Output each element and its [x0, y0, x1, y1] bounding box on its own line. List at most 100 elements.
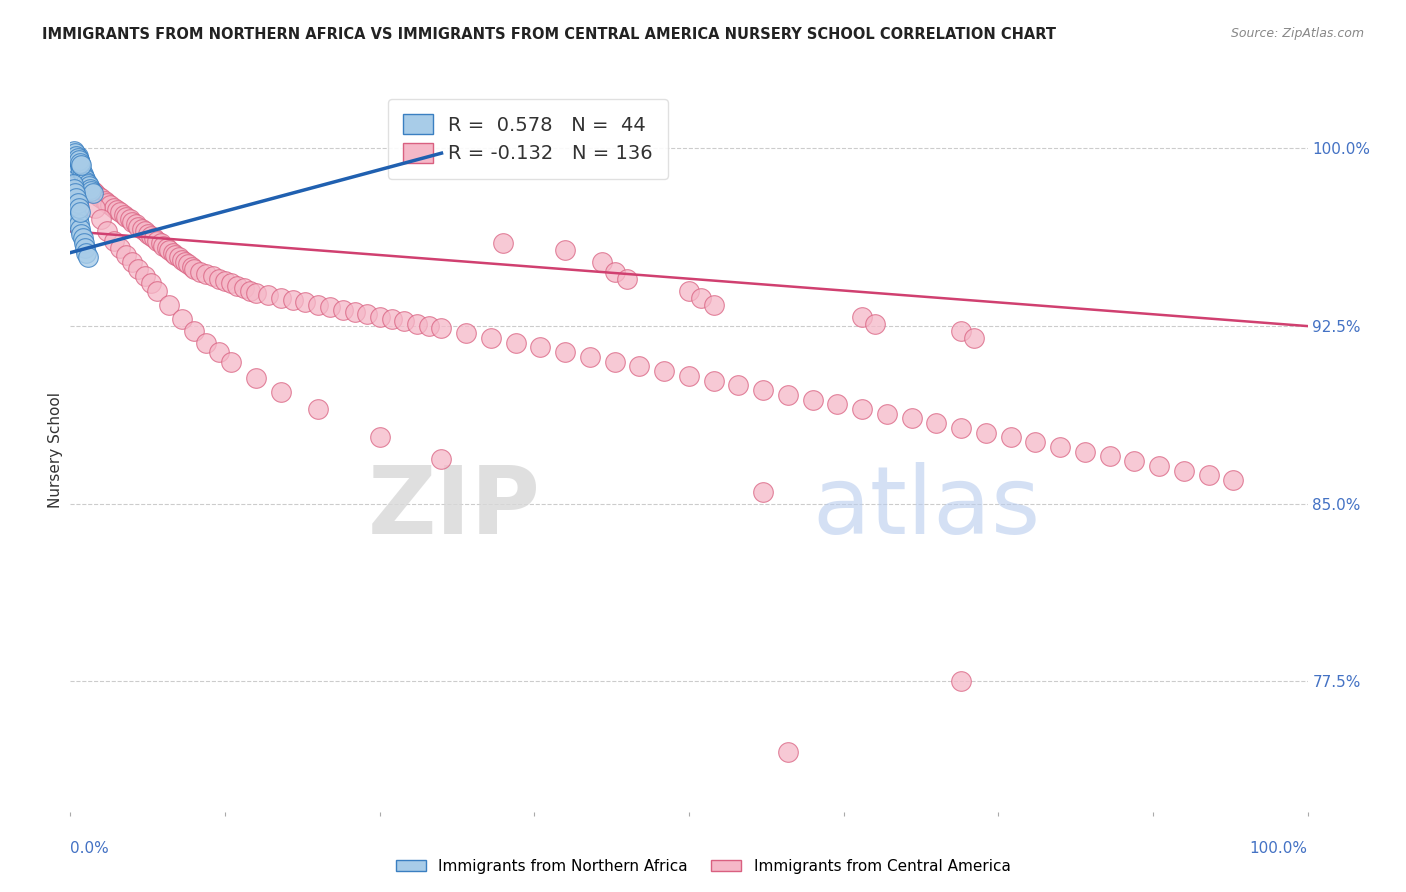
Point [1147, 458, 1170, 473]
Point [183, 324, 205, 338]
Point [776, 388, 799, 402]
Legend: R =  0.578   N =  44, R = -0.132   N = 136: R = 0.578 N = 44, R = -0.132 N = 136 [388, 99, 668, 179]
Point [368, 310, 391, 324]
Point [703, 374, 725, 388]
Point [214, 274, 236, 288]
Point [143, 231, 166, 245]
Point [65, 202, 87, 217]
Point [167, 251, 190, 265]
Point [678, 368, 700, 383]
Point [121, 255, 143, 269]
Point [603, 264, 626, 278]
Point [82, 184, 104, 198]
Point [84, 201, 107, 215]
Point [628, 359, 651, 374]
Point [80, 184, 103, 198]
Point [139, 277, 162, 291]
Point [703, 298, 725, 312]
Point [90, 212, 112, 227]
Point [180, 260, 202, 274]
Point [1098, 450, 1121, 464]
Point [75, 241, 97, 255]
Point [156, 241, 179, 255]
Point [146, 284, 169, 298]
Point [66, 212, 89, 227]
Point [827, 397, 849, 411]
Point [62, 165, 84, 179]
Point [974, 425, 997, 440]
Point [79, 182, 101, 196]
Point [479, 331, 502, 345]
Point [69, 158, 91, 172]
Point [63, 182, 86, 196]
Point [90, 191, 112, 205]
Point [65, 148, 87, 162]
Point [307, 402, 329, 417]
Point [76, 177, 98, 191]
Point [1173, 464, 1195, 478]
Point [70, 227, 93, 241]
Point [430, 451, 453, 466]
Point [579, 350, 602, 364]
Point [219, 354, 242, 368]
Point [65, 151, 87, 165]
Point [75, 175, 97, 189]
Point [1049, 440, 1071, 454]
Point [188, 264, 211, 278]
Point [65, 155, 87, 169]
Point [115, 210, 138, 224]
Point [108, 205, 131, 219]
Point [118, 212, 141, 227]
Point [405, 317, 427, 331]
Point [127, 262, 149, 277]
Point [554, 345, 576, 359]
Point [96, 195, 118, 210]
Point [950, 324, 973, 338]
Point [1074, 444, 1097, 458]
Point [70, 162, 93, 177]
Point [219, 277, 242, 291]
Point [1222, 473, 1244, 487]
Point [170, 252, 193, 267]
Point [76, 251, 98, 265]
Point [505, 335, 527, 350]
Point [69, 222, 91, 236]
Point [152, 238, 174, 252]
Point [591, 255, 613, 269]
Point [77, 182, 100, 196]
Point [134, 224, 156, 238]
Text: 100.0%: 100.0% [1250, 840, 1308, 855]
Point [652, 364, 675, 378]
Point [616, 271, 638, 285]
Text: atlas: atlas [813, 462, 1040, 554]
Point [115, 248, 138, 262]
Point [69, 169, 91, 184]
Point [67, 201, 90, 215]
Point [134, 269, 156, 284]
Point [245, 371, 267, 385]
Point [678, 284, 700, 298]
Point [950, 674, 973, 689]
Text: IMMIGRANTS FROM NORTHERN AFRICA VS IMMIGRANTS FROM CENTRAL AMERICA NURSERY SCHOO: IMMIGRANTS FROM NORTHERN AFRICA VS IMMIG… [42, 27, 1056, 42]
Point [876, 407, 898, 421]
Point [73, 236, 96, 251]
Y-axis label: Nursery School: Nursery School [48, 392, 63, 508]
Point [752, 383, 775, 397]
Point [63, 144, 86, 158]
Point [67, 153, 90, 168]
Point [65, 165, 87, 179]
Point [65, 186, 87, 201]
Point [77, 179, 100, 194]
Point [801, 392, 824, 407]
Point [65, 191, 87, 205]
Point [170, 312, 193, 326]
Point [62, 194, 84, 208]
Point [96, 224, 118, 238]
Point [270, 291, 292, 305]
Point [183, 262, 205, 277]
Point [121, 215, 143, 229]
Point [201, 269, 224, 284]
Point [332, 302, 354, 317]
Point [98, 198, 121, 212]
Point [1198, 468, 1220, 483]
